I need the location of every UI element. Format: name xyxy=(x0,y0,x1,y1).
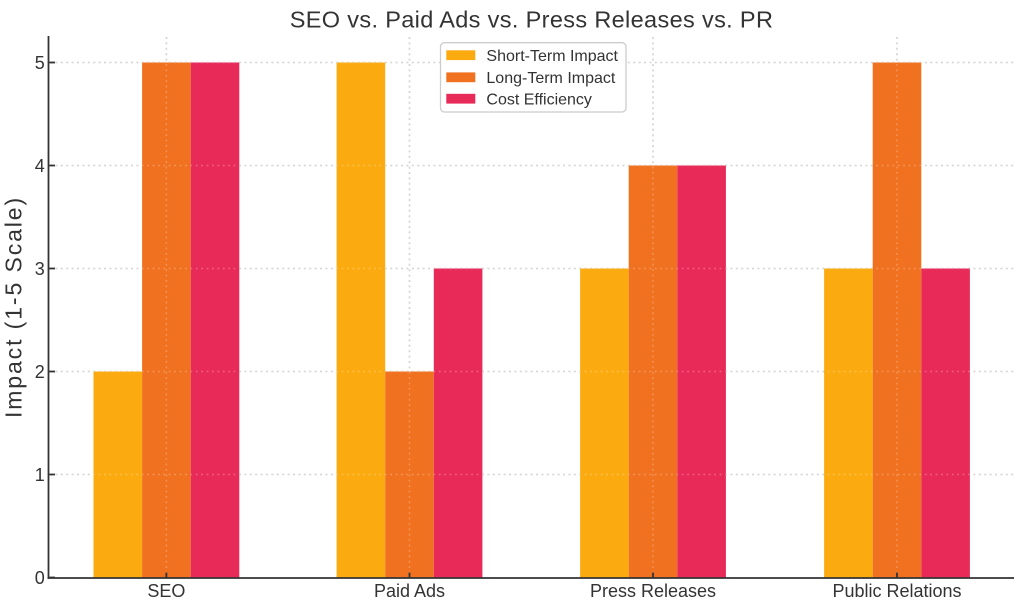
svg-text:Cost Efficiency: Cost Efficiency xyxy=(486,92,592,109)
svg-text:SEO: SEO xyxy=(147,581,185,601)
svg-text:0: 0 xyxy=(35,568,45,588)
svg-text:Press Releases: Press Releases xyxy=(590,581,716,601)
svg-text:1: 1 xyxy=(35,465,45,485)
svg-text:Long-Term Impact: Long-Term Impact xyxy=(486,70,615,87)
svg-text:2: 2 xyxy=(35,362,45,382)
svg-text:Public Relations: Public Relations xyxy=(832,581,961,601)
svg-text:SEO vs. Paid Ads vs. Press Rel: SEO vs. Paid Ads vs. Press Releases vs. … xyxy=(290,7,774,33)
svg-text:Impact (1-5 Scale): Impact (1-5 Scale) xyxy=(1,196,27,418)
svg-text:4: 4 xyxy=(35,156,45,176)
svg-text:3: 3 xyxy=(35,259,45,279)
svg-text:5: 5 xyxy=(35,53,45,73)
svg-text:Short-Term Impact: Short-Term Impact xyxy=(486,48,618,65)
svg-text:Paid Ads: Paid Ads xyxy=(374,581,445,601)
